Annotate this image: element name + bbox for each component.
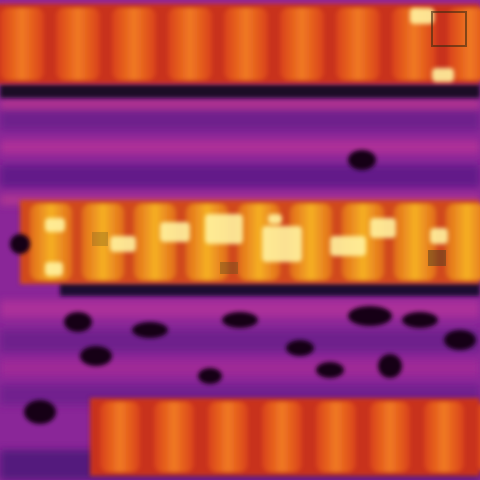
band-cell [56, 8, 100, 80]
texture-streak [0, 360, 480, 376]
band-cell [394, 204, 436, 280]
hot-spots [45, 8, 454, 276]
marker-mid-1 [428, 250, 446, 266]
band-cell [154, 402, 194, 472]
marker-mid-2 [220, 262, 238, 274]
band-cell [100, 402, 140, 472]
hot-spot [262, 226, 302, 262]
cold-blob [402, 312, 438, 328]
band-cell [112, 8, 156, 80]
marker-mid-3 [92, 232, 108, 246]
hot-spot [330, 236, 366, 256]
cold-blob [444, 330, 476, 350]
middle-band [20, 200, 480, 284]
band-cell [336, 8, 380, 80]
band-cell [370, 402, 410, 472]
band-cell [448, 8, 480, 80]
band-cell [392, 8, 436, 80]
cold-blob [80, 346, 112, 366]
band-cell [0, 8, 44, 80]
texture-streak [0, 140, 480, 154]
cold-blob [24, 400, 56, 424]
band-cell [224, 8, 268, 80]
cold-blob [198, 368, 222, 384]
texture-streak [0, 330, 480, 352]
markers [92, 11, 467, 274]
hot-spot [45, 218, 65, 232]
cold-blob [64, 312, 92, 332]
cold-blobs [10, 150, 476, 424]
cold-blob [286, 340, 314, 356]
texture-streak [0, 100, 480, 108]
texture-streak [0, 165, 480, 187]
hot-spot [268, 214, 282, 224]
band-cell [446, 204, 480, 280]
band-cell [280, 8, 324, 80]
hot-spot [160, 222, 190, 242]
band-cell [82, 204, 124, 280]
cold-blob [10, 234, 30, 254]
cold-blob [132, 322, 168, 338]
hot-spot [205, 214, 243, 244]
cold-blob [378, 354, 402, 378]
band-cell [424, 402, 464, 472]
cold-blob [222, 312, 258, 328]
band-cell [168, 8, 212, 80]
hot-spot [45, 262, 63, 276]
cold-blob [316, 362, 344, 378]
stripe-2 [60, 282, 480, 296]
texture-streak [0, 110, 480, 130]
hot-spot [110, 236, 136, 252]
band-cell [316, 402, 356, 472]
cold-blob [348, 306, 392, 326]
band-cell [262, 402, 302, 472]
band-cell [208, 402, 248, 472]
stripe-1 [0, 84, 480, 98]
marker-top-right [431, 11, 467, 47]
cold-blob [348, 150, 376, 170]
top-band [0, 4, 480, 84]
hot-spot [432, 68, 454, 82]
dark-stripes [0, 84, 480, 296]
hot-spot [410, 8, 434, 24]
hot-spot [370, 218, 396, 238]
hot-spot [430, 228, 448, 244]
bottom-band [90, 398, 480, 476]
